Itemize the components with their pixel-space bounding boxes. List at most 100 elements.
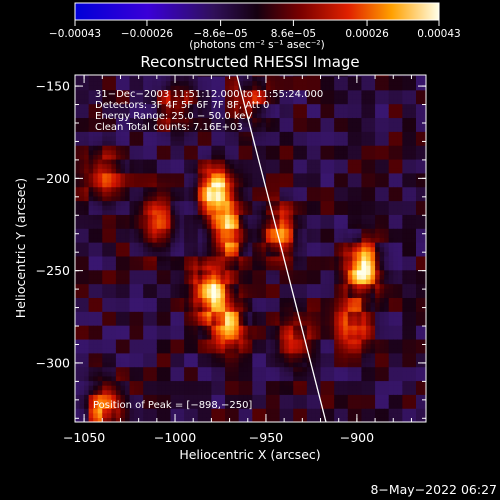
heatmap-cell [220, 75, 226, 82]
heatmap-cell [225, 195, 231, 202]
heatmap-cell [352, 288, 358, 294]
heatmap-cell [115, 255, 122, 262]
heatmap-cell [120, 246, 126, 252]
heatmap-cell [129, 80, 135, 86]
heatmap-cell [288, 117, 294, 123]
heatmap-cell [302, 274, 308, 280]
heatmap-cell [356, 297, 363, 303]
heatmap-cell [138, 292, 144, 299]
heatmap-cell [356, 232, 363, 239]
heatmap-cell [270, 209, 276, 215]
heatmap-cell [102, 306, 108, 312]
heatmap-cell [106, 311, 112, 317]
heatmap-cell [147, 209, 153, 215]
heatmap-cell [211, 140, 217, 146]
heatmap-cell [265, 389, 272, 395]
heatmap-cell [343, 108, 349, 114]
heatmap-cell [284, 329, 290, 335]
heatmap-cell [343, 182, 349, 188]
heatmap-cell [147, 269, 153, 275]
heatmap-cell [361, 412, 367, 418]
heatmap-cell [97, 195, 103, 202]
heatmap-cell [279, 182, 285, 188]
heatmap-cell [97, 394, 103, 400]
heatmap-cell [252, 80, 258, 86]
heatmap-cell [206, 251, 212, 257]
heatmap-cell [329, 394, 335, 400]
heatmap-cell [88, 80, 94, 86]
heatmap-cell [97, 126, 103, 132]
heatmap-cell [279, 209, 285, 215]
heatmap-cell [315, 209, 322, 215]
heatmap-cell [265, 168, 272, 174]
heatmap-cell [247, 417, 253, 422]
heatmap-cell [175, 103, 181, 109]
heatmap-cell [125, 394, 131, 400]
heatmap-cell [265, 237, 272, 243]
heatmap-cell [170, 209, 176, 215]
heatmap-cell [184, 172, 190, 179]
heatmap-cell [138, 108, 144, 114]
heatmap-cell [215, 389, 222, 395]
heatmap-cell [175, 237, 181, 243]
heatmap-cell [225, 140, 231, 146]
heatmap-cell [356, 389, 363, 395]
heatmap-cell [370, 329, 376, 335]
heatmap-cell [297, 329, 303, 335]
heatmap-cell [320, 172, 326, 179]
heatmap-cell [79, 135, 85, 142]
heatmap-cell [325, 371, 331, 377]
heatmap-cell [256, 154, 263, 160]
heatmap-cell [320, 237, 326, 243]
heatmap-cell [143, 311, 149, 317]
heatmap-cell [129, 209, 135, 215]
heatmap-cell [311, 302, 317, 308]
heatmap-cell [138, 218, 144, 225]
heatmap-cell [302, 283, 308, 289]
heatmap-cell [311, 228, 317, 234]
heatmap-cell [138, 385, 144, 391]
heatmap-cell [188, 228, 194, 234]
heatmap-cell [247, 306, 253, 312]
heatmap-cell [111, 412, 117, 418]
heatmap-cell [152, 158, 158, 165]
heatmap-cell [175, 172, 181, 179]
heatmap-cell [102, 302, 108, 308]
heatmap-cell [261, 242, 267, 248]
heatmap-cell [365, 320, 372, 326]
heatmap-cell [270, 75, 276, 82]
heatmap-cell [88, 246, 94, 252]
heatmap-cell [320, 85, 326, 91]
heatmap-cell [102, 357, 108, 363]
heatmap-cell [297, 412, 303, 418]
heatmap-cell [311, 297, 317, 303]
heatmap-cell [170, 191, 176, 197]
heatmap-cell [275, 140, 281, 146]
heatmap-cell [134, 140, 140, 146]
heatmap-cell [329, 306, 335, 312]
heatmap-cell [147, 302, 153, 308]
heatmap-cell [152, 292, 158, 299]
heatmap-cell [134, 329, 140, 335]
heatmap-cell [102, 172, 108, 179]
heatmap-cell [138, 417, 144, 422]
heatmap-cell [356, 292, 363, 299]
heatmap-cell [193, 306, 199, 312]
heatmap-cell [315, 112, 322, 119]
heatmap-cell [184, 75, 190, 82]
heatmap-cell [343, 126, 349, 132]
heatmap-cell [302, 251, 308, 257]
heatmap-cell [147, 154, 153, 160]
heatmap-cell [165, 265, 172, 271]
heatmap-cell [84, 403, 90, 409]
heatmap-cell [120, 297, 126, 303]
heatmap-cell [247, 398, 253, 405]
heatmap-cell [247, 232, 253, 239]
heatmap-cell [261, 288, 267, 294]
heatmap-cell [179, 237, 185, 243]
heatmap-cell [179, 158, 185, 165]
heatmap-cell [97, 334, 103, 340]
heatmap-cell [356, 154, 363, 160]
heatmap-cell [152, 297, 158, 303]
heatmap-cell [234, 103, 240, 109]
